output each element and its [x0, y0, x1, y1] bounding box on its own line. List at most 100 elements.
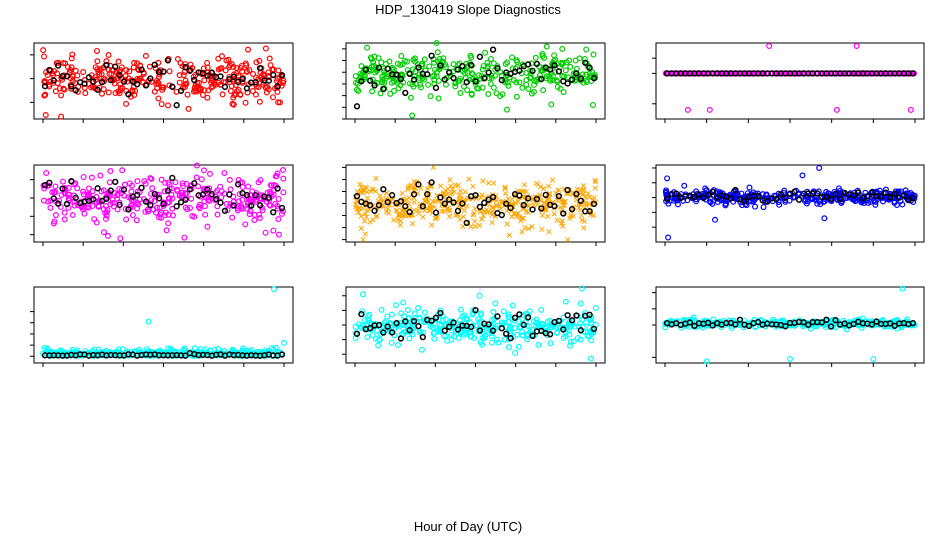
- data-point: [418, 61, 425, 68]
- data-point: [278, 210, 285, 217]
- summary-point: [103, 195, 110, 202]
- data-point: [497, 93, 504, 100]
- summary-point: [428, 52, 435, 59]
- data-point: [180, 182, 187, 189]
- data-point: [357, 70, 364, 77]
- data-point: [435, 95, 442, 102]
- summary-point: [568, 317, 576, 324]
- summary-point: [727, 195, 734, 202]
- summary-point: [773, 196, 780, 203]
- data-point: [45, 348, 52, 355]
- data-point: [452, 83, 459, 90]
- data-point: [204, 59, 211, 66]
- summary-point: [142, 198, 150, 205]
- summary-point: [446, 69, 453, 76]
- data-point: [577, 300, 584, 307]
- summary-point: [463, 78, 470, 86]
- summary-point: [226, 191, 233, 198]
- summary-point: [384, 65, 391, 72]
- data-point: [512, 200, 519, 206]
- data-point: [119, 167, 126, 174]
- data-point: [187, 204, 194, 211]
- data-point: [539, 321, 546, 328]
- data-point: [123, 216, 130, 223]
- data-point: [92, 64, 99, 71]
- data-point: [135, 67, 142, 74]
- data-point: [364, 44, 371, 51]
- data-point: [219, 91, 226, 98]
- data-points: [662, 43, 917, 113]
- summary-point: [415, 323, 422, 330]
- summary-point: [107, 187, 114, 194]
- data-point: [394, 207, 400, 213]
- data-point: [730, 70, 737, 77]
- data-point: [230, 198, 237, 205]
- data-point: [506, 74, 513, 81]
- data-point: [174, 56, 181, 63]
- data-point: [368, 64, 375, 71]
- data-point: [431, 204, 437, 210]
- data-point: [105, 52, 112, 59]
- data-point: [562, 67, 569, 74]
- data-point: [52, 183, 59, 190]
- data-point: [718, 324, 725, 331]
- data-point: [275, 195, 282, 202]
- data-point: [442, 81, 449, 88]
- data-point: [184, 91, 191, 98]
- summary-point: [538, 205, 545, 212]
- data-point: [165, 179, 172, 186]
- data-point: [189, 212, 196, 219]
- summary-point: [454, 326, 462, 333]
- data-point: [411, 310, 418, 317]
- data-point: [193, 174, 200, 181]
- summary-point: [472, 78, 479, 85]
- data-point: [40, 197, 47, 204]
- data-point: [480, 178, 486, 184]
- summary-point: [375, 202, 383, 209]
- summary-point: [564, 312, 571, 319]
- data-point: [226, 64, 233, 71]
- data-point: [540, 87, 547, 94]
- summary-point: [551, 202, 558, 210]
- summary-point: [151, 190, 158, 198]
- data-point: [398, 53, 405, 60]
- summary-point: [695, 191, 703, 198]
- data-point: [474, 85, 481, 92]
- data-point: [223, 200, 230, 207]
- data-point: [121, 192, 128, 199]
- summary-point: [274, 83, 281, 90]
- data-point: [528, 90, 535, 97]
- data-point: [586, 194, 592, 200]
- data-point: [554, 329, 561, 336]
- data-point: [98, 188, 105, 195]
- data-point: [62, 184, 69, 191]
- data-point: [237, 91, 244, 98]
- summary-point: [252, 79, 259, 86]
- data-point: [766, 43, 773, 50]
- data-point: [251, 211, 258, 218]
- summary-point: [529, 332, 536, 340]
- summary-point: [270, 71, 277, 79]
- summary-point: [782, 194, 789, 201]
- summary-point: [485, 321, 492, 328]
- data-point: [681, 182, 688, 189]
- data-point: [533, 316, 540, 323]
- data-point: [523, 188, 529, 195]
- summary-point: [415, 181, 422, 188]
- summary-point: [551, 62, 558, 69]
- data-point: [357, 181, 363, 187]
- data-point: [544, 319, 551, 326]
- data-point: [461, 207, 467, 214]
- data-point: [519, 332, 526, 339]
- data-point: [425, 81, 432, 88]
- data-point: [505, 344, 512, 351]
- data-point: [256, 215, 263, 222]
- summary-point: [507, 204, 514, 212]
- summary-point: [81, 80, 88, 87]
- data-point: [839, 70, 846, 77]
- data-point: [391, 217, 397, 223]
- summary-point: [868, 321, 876, 328]
- data-point: [104, 232, 111, 239]
- data-point: [592, 185, 598, 191]
- summary-point: [909, 70, 917, 77]
